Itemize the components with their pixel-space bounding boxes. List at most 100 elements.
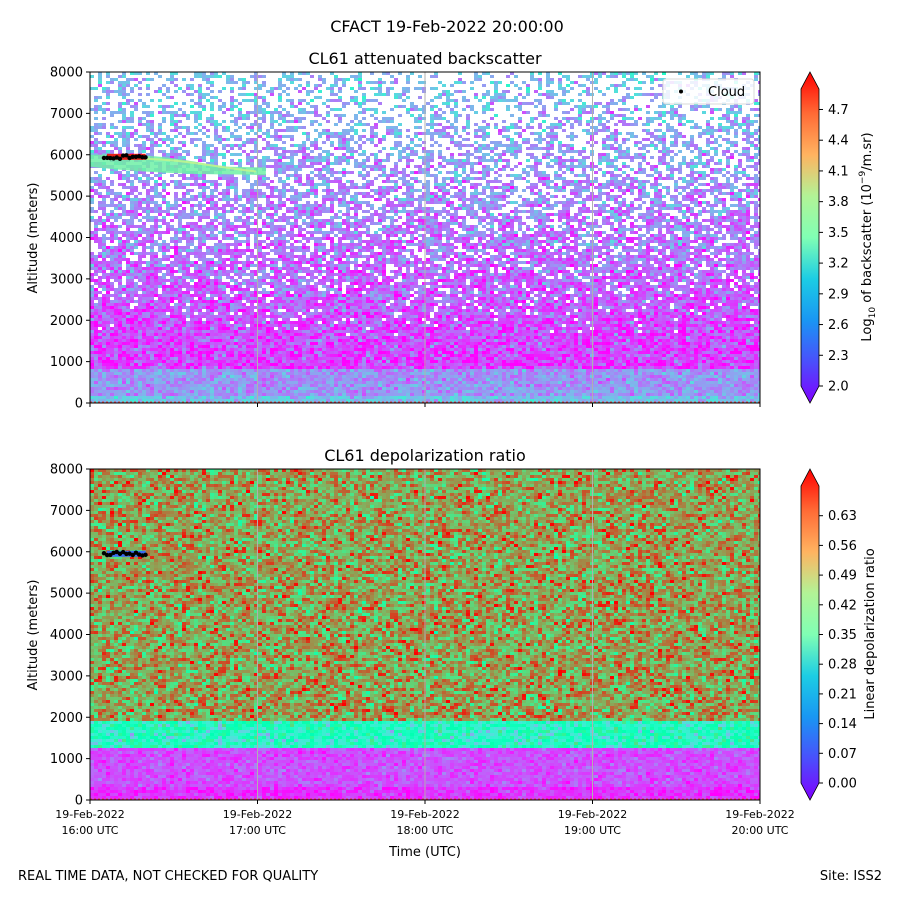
heatmap-cell	[410, 216, 414, 219]
heatmap-cell	[282, 171, 286, 174]
heatmap-cell	[418, 126, 422, 129]
heatmap-cell	[158, 234, 162, 237]
heatmap-cell	[154, 141, 158, 144]
heatmap-cell	[158, 138, 162, 141]
heatmap-cell	[374, 111, 378, 114]
heatmap-cell	[542, 108, 546, 111]
heatmap-cell	[342, 141, 346, 144]
heatmap-cell	[418, 144, 422, 147]
heatmap-cell	[682, 210, 686, 213]
heatmap-cell	[426, 216, 430, 219]
heatmap-cell	[626, 138, 630, 141]
heatmap-cell	[714, 153, 718, 156]
heatmap-cell	[530, 144, 534, 147]
heatmap-cell	[338, 120, 342, 123]
heatmap-cell	[318, 210, 322, 213]
heatmap-cell	[630, 78, 634, 81]
heatmap-cell	[406, 87, 410, 90]
heatmap-cell	[502, 186, 506, 189]
heatmap-cell	[562, 204, 566, 207]
heatmap-cell	[490, 147, 494, 150]
heatmap-cell	[654, 219, 658, 222]
heatmap-cell	[726, 120, 730, 123]
heatmap-cell	[514, 84, 518, 87]
heatmap-cell	[442, 84, 446, 87]
heatmap-cell	[202, 204, 206, 207]
heatmap-cell	[658, 231, 662, 234]
heatmap-cell	[342, 105, 346, 108]
heatmap-cell	[182, 234, 186, 237]
heatmap-cell	[126, 234, 130, 237]
heatmap-cell	[210, 120, 214, 123]
heatmap-cell	[318, 162, 322, 165]
heatmap-cell	[578, 195, 582, 198]
heatmap-cell	[546, 207, 550, 210]
heatmap-cell	[150, 207, 154, 210]
heatmap-cell	[758, 102, 760, 105]
heatmap-cell	[610, 180, 614, 183]
heatmap-cell	[618, 174, 622, 177]
heatmap-cell	[122, 177, 126, 180]
heatmap-cell	[214, 138, 218, 141]
heatmap-cell	[526, 198, 530, 201]
heatmap-cell	[690, 189, 694, 192]
heatmap-cell	[102, 111, 106, 114]
heatmap-cell	[182, 231, 186, 234]
heatmap-cell	[142, 222, 146, 225]
heatmap-cell	[210, 204, 214, 207]
heatmap-cell	[274, 165, 278, 168]
heatmap-cell	[622, 228, 626, 231]
heatmap-cell	[694, 234, 698, 237]
heatmap-cell	[558, 174, 562, 177]
heatmap-cell	[734, 174, 738, 177]
heatmap-cell	[670, 111, 674, 114]
heatmap-cell	[606, 102, 610, 105]
heatmap-cell	[270, 222, 274, 225]
heatmap-cell	[706, 126, 710, 129]
heatmap-cell	[510, 222, 514, 225]
heatmap-cell	[382, 213, 386, 216]
heatmap-cell	[330, 228, 334, 231]
heatmap-cell	[394, 132, 398, 135]
heatmap-cell	[334, 114, 338, 117]
heatmap-cell	[274, 120, 278, 123]
heatmap-cell	[102, 183, 106, 186]
heatmap-cell	[226, 234, 230, 237]
heatmap-cell	[414, 108, 418, 111]
heatmap-cell	[334, 225, 338, 228]
heatmap-cell	[182, 183, 186, 186]
heatmap-cell	[482, 111, 486, 114]
heatmap-cell	[170, 78, 174, 81]
heatmap-cell	[494, 84, 498, 87]
heatmap-cell	[418, 165, 422, 168]
heatmap-cell	[326, 222, 330, 225]
heatmap-cell	[450, 213, 454, 216]
heatmap-cell	[246, 231, 250, 234]
heatmap-cell	[602, 207, 606, 210]
heatmap-cell	[458, 78, 462, 81]
heatmap-cell	[318, 171, 322, 174]
heatmap-cell	[182, 210, 186, 213]
heatmap-cell	[690, 195, 694, 198]
heatmap-cell	[654, 177, 658, 180]
heatmap-cell	[582, 186, 586, 189]
heatmap-cell	[254, 108, 258, 111]
heatmap-cell	[294, 177, 298, 180]
heatmap-cell	[730, 111, 734, 114]
heatmap-cell	[94, 171, 98, 174]
heatmap-cell	[734, 192, 738, 195]
heatmap-cell	[554, 213, 558, 216]
heatmap-cell	[350, 99, 354, 102]
heatmap-cell	[406, 216, 410, 219]
heatmap-cell	[646, 150, 650, 153]
heatmap-cell	[670, 171, 674, 174]
heatmap-cell	[110, 210, 114, 213]
heatmap-cell	[522, 177, 526, 180]
heatmap-cell	[338, 78, 342, 81]
heatmap-cell	[186, 183, 190, 186]
heatmap-cell	[122, 111, 126, 114]
heatmap-cell	[742, 123, 746, 126]
heatmap-cell	[370, 135, 374, 138]
heatmap-cell	[638, 213, 642, 216]
heatmap-cell	[218, 108, 222, 111]
